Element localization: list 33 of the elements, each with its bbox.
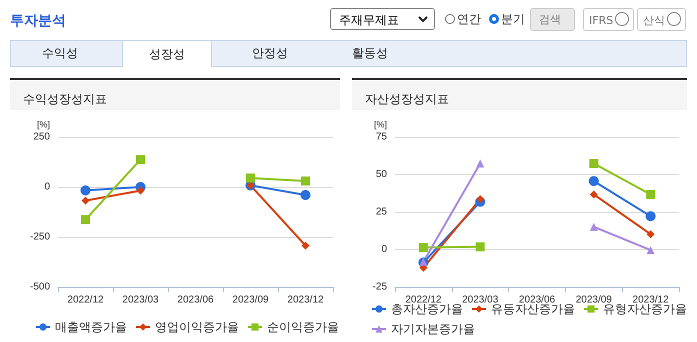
y-tick-label: 0 [44,182,50,192]
chart-title: 자산성장성지표 [365,92,449,106]
y-tick-label: 25 [376,206,388,218]
legend-label: 순이익증가율 [267,320,339,334]
x-tick-label: 2023/09 [232,294,270,306]
y-tick-label: -25 [372,282,388,292]
legend-label: 매출액증가율 [55,320,127,334]
text: 성장성 [122,40,212,67]
text: 안정성 [251,45,289,62]
text: 수익성 [41,45,79,62]
chart-title: 수익성장성지표 [23,92,107,106]
text: 산식 [643,14,665,27]
text: 투자분석 [10,12,66,30]
y-axis-title: [%] [36,120,50,130]
y-tick-label: 0 [381,244,388,255]
text: 활동성 [351,45,389,62]
x-tick-label: 2023/12 [287,294,324,306]
x-tick-label: 2023/06 [177,294,214,306]
y-axis-title: [%] [374,120,387,130]
y-tick-label: 75 [376,132,388,142]
text: 검색 [530,8,575,31]
legend-label: 자기자본증가율 [391,322,475,336]
x-tick-label: 2022/12 [67,294,104,306]
text: 연간 [457,11,481,28]
y-tick-label: 50 [376,169,388,180]
y-tick-label: -500 [30,282,50,292]
y-tick-label: -250 [30,232,50,242]
text: 주재무제표 [330,8,435,30]
text: IFRS [589,14,614,27]
legend-label: 영업이익증가율 [155,320,239,334]
y-tick-label: 250 [33,132,50,142]
x-tick-label: 2023/03 [122,294,160,306]
text: 분기 [501,11,525,28]
